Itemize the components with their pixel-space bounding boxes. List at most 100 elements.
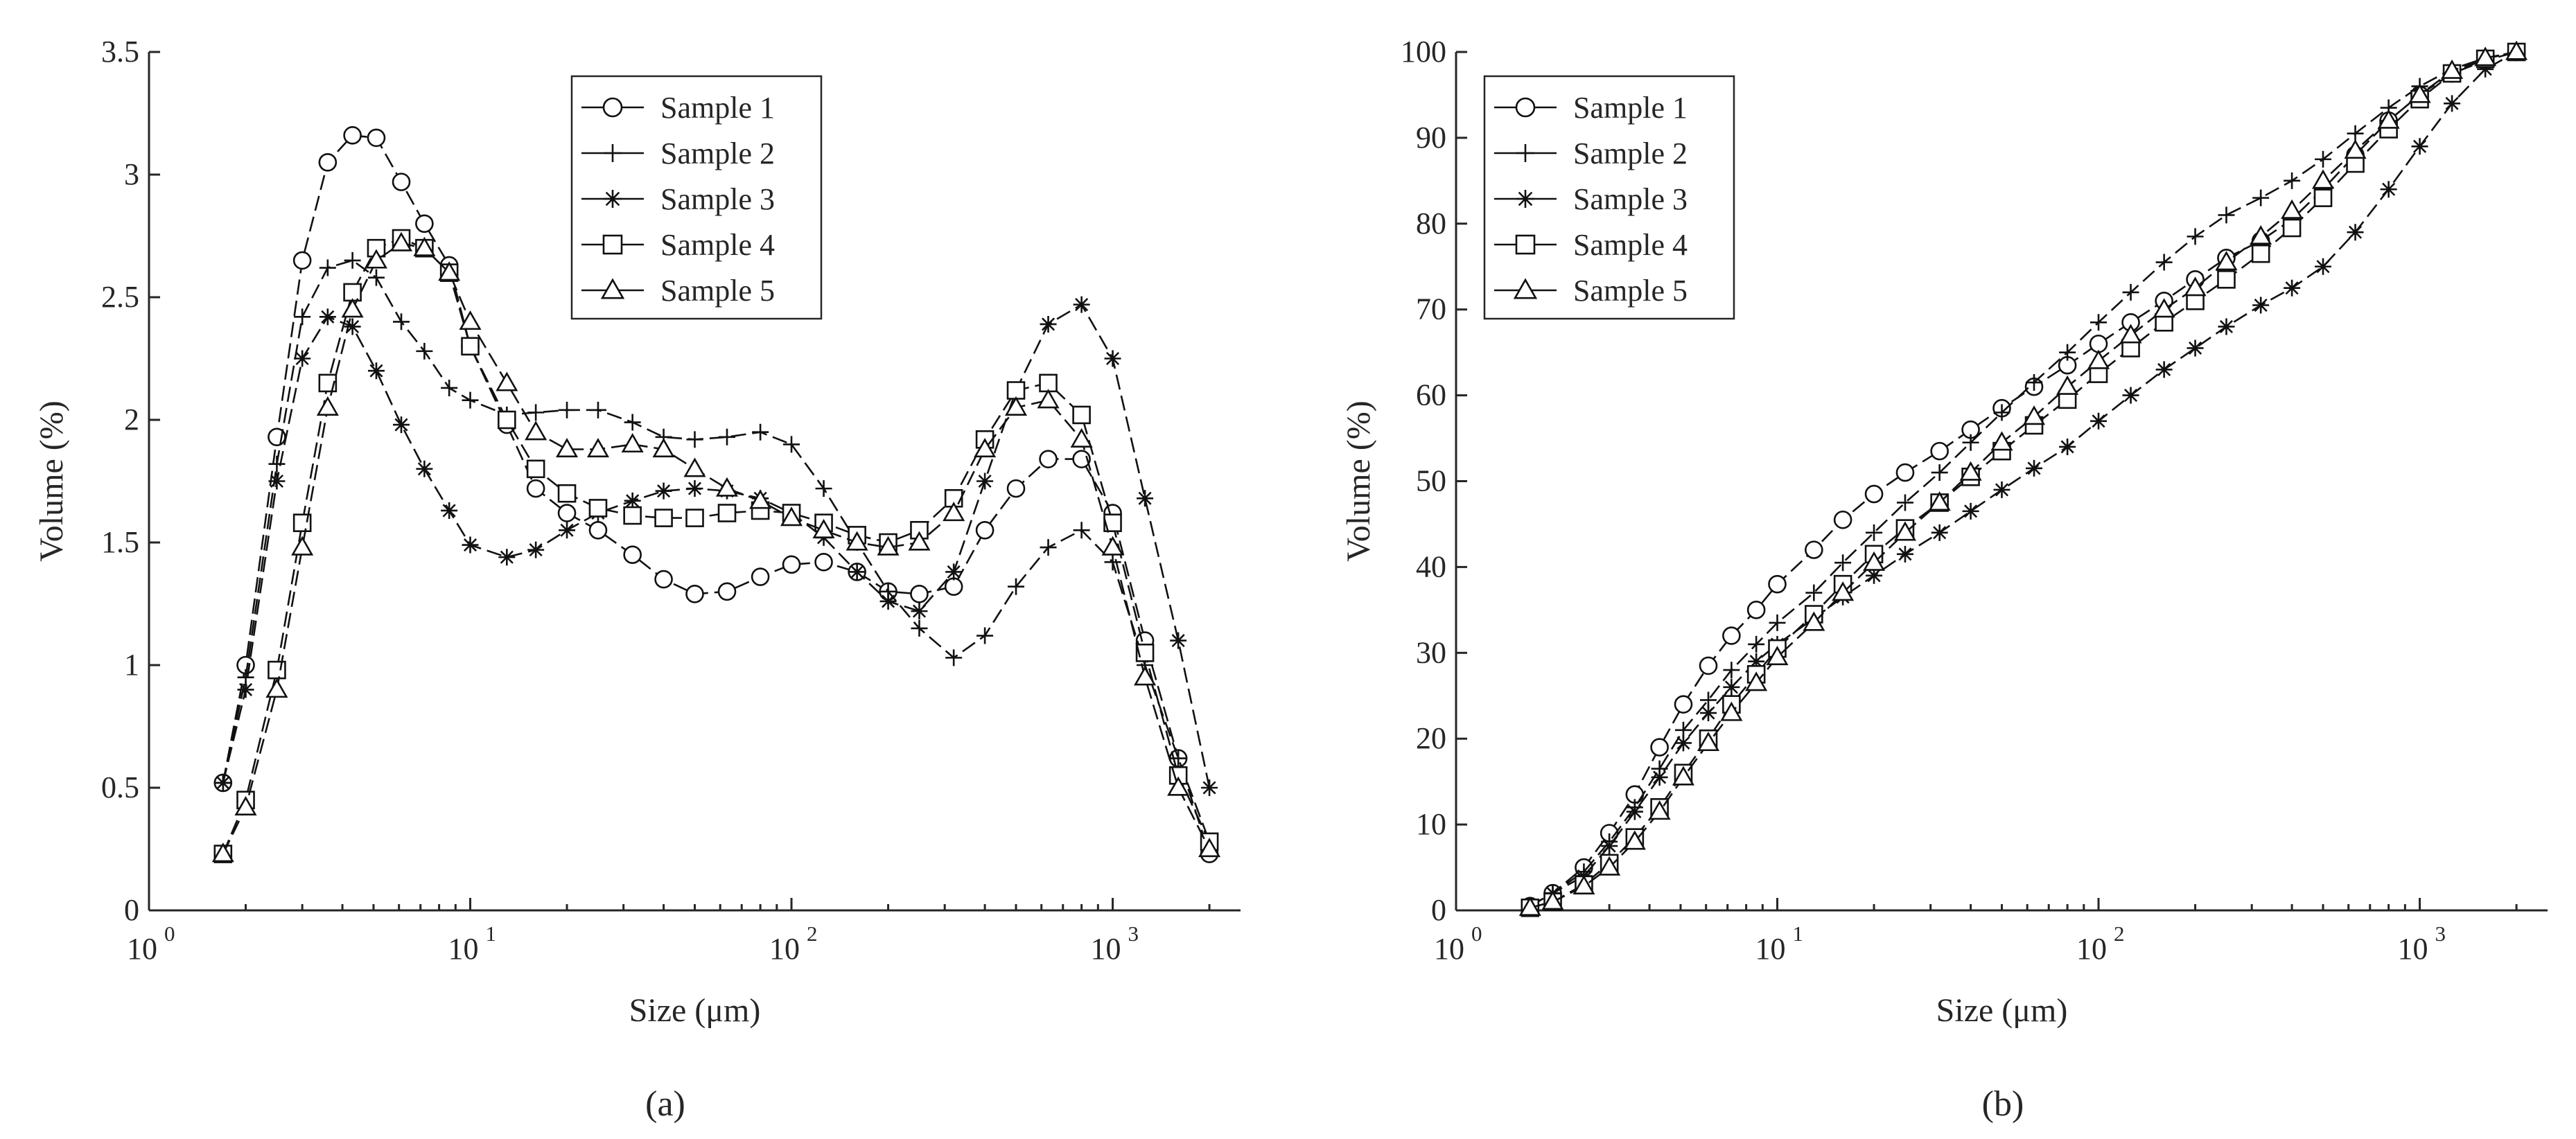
data-point-circle	[814, 553, 833, 572]
x-tick-label: 10	[2398, 932, 2428, 966]
data-point-circle	[526, 479, 545, 498]
data-point-asterisk	[686, 480, 703, 497]
data-point-plus	[1748, 635, 1765, 653]
data-point-triangle	[621, 432, 644, 453]
y-tick-label: 0.5	[101, 770, 139, 804]
y-axis-label: Volume (%)	[33, 400, 70, 561]
data-point-asterisk	[1674, 734, 1692, 752]
data-point-square	[1072, 405, 1091, 425]
data-point-triangle	[652, 438, 675, 458]
data-point-plus	[815, 480, 832, 497]
x-tick-exponent: 3	[1128, 921, 1139, 946]
data-point-square	[526, 459, 545, 479]
data-point-asterisk	[237, 681, 254, 698]
data-point-plus	[911, 619, 928, 637]
data-point-asterisk	[2059, 438, 2076, 455]
data-point-triangle	[2377, 109, 2400, 129]
data-point-plus	[344, 251, 361, 269]
legend-marker-circle	[1515, 97, 1536, 118]
data-point-triangle	[1959, 461, 1982, 481]
data-point-plus	[2155, 254, 2173, 271]
legend-entry: Sample 1	[1494, 91, 1688, 125]
data-point-triangle	[1598, 856, 1621, 876]
data-point-plus	[976, 627, 994, 644]
data-point-triangle	[2119, 324, 2142, 344]
y-tick-label: 1	[124, 648, 139, 682]
y-tick-label: 10	[1416, 807, 1446, 841]
data-point-circle	[367, 128, 386, 148]
data-point-triangle	[2474, 46, 2497, 67]
legend-label: Sample 1	[660, 91, 775, 125]
data-point-square	[268, 660, 286, 680]
legend-marker-asterisk	[604, 190, 622, 208]
data-point-square	[2217, 270, 2236, 289]
y-tick-label: 3	[124, 157, 139, 191]
data-point-asterisk	[1170, 632, 1187, 649]
data-point-triangle	[1037, 389, 1060, 409]
data-point-asterisk	[441, 502, 458, 519]
data-point-asterisk	[2380, 181, 2397, 198]
x-axis-label: Size (μm)	[629, 992, 761, 1029]
series-line	[1530, 51, 2517, 907]
data-point-plus	[1104, 554, 1121, 571]
data-point-triangle	[908, 531, 931, 551]
x-tick-label: 10	[1434, 932, 1464, 966]
data-point-asterisk	[393, 416, 410, 434]
data-point-plus	[367, 269, 385, 286]
data-point-asterisk	[559, 522, 576, 539]
data-point-triangle	[525, 421, 547, 441]
data-point-asterisk	[1626, 803, 1643, 820]
data-point-square	[910, 520, 929, 540]
data-point-circle	[557, 504, 577, 522]
data-point-triangle	[1745, 671, 1768, 691]
data-point-asterisk	[1866, 567, 1883, 584]
data-point-circle	[975, 520, 995, 540]
x-tick-exponent: 2	[807, 921, 818, 946]
data-point-triangle	[749, 489, 772, 509]
data-point-asterisk	[1073, 296, 1090, 313]
data-point-circle	[1699, 656, 1718, 676]
data-point-triangle	[2281, 199, 2304, 219]
data-point-plus	[2315, 150, 2332, 168]
data-point-triangle	[1990, 431, 2013, 451]
legend-label: Sample 4	[660, 228, 775, 262]
data-point-triangle	[234, 795, 257, 815]
data-point-asterisk	[2347, 224, 2364, 241]
data-point-plus	[527, 404, 545, 421]
data-point-asterisk	[1040, 315, 1057, 333]
data-point-plus	[2059, 344, 2076, 361]
data-point-triangle	[1572, 874, 1595, 894]
data-point-plus	[268, 455, 286, 473]
data-point-triangle	[389, 231, 413, 251]
data-point-triangle	[1766, 646, 1789, 666]
data-point-plus	[783, 436, 800, 453]
data-point-square	[498, 410, 516, 430]
data-point-triangle	[2153, 298, 2175, 318]
legend-label: Sample 2	[660, 136, 775, 170]
data-point-circle	[1722, 626, 1741, 645]
data-point-asterisk	[319, 308, 336, 326]
data-point-circle	[782, 555, 801, 574]
y-tick-label: 20	[1416, 721, 1446, 755]
data-point-circle	[910, 585, 929, 603]
legend-marker-square	[602, 234, 623, 255]
x-tick-label: 10	[1091, 932, 1121, 966]
data-point-plus	[1040, 539, 1057, 556]
data-point-asterisk	[462, 536, 479, 554]
y-tick-label: 90	[1416, 121, 1446, 154]
data-point-plus	[1962, 434, 1979, 451]
data-point-triangle	[365, 249, 388, 269]
data-point-plus	[2187, 228, 2204, 245]
data-point-circle	[1895, 463, 1915, 482]
data-point-circle	[415, 214, 434, 233]
series-sample-5	[1518, 40, 2528, 916]
y-tick-label: 70	[1416, 292, 1446, 326]
data-point-asterisk	[1723, 678, 1740, 696]
data-point-asterisk	[1700, 705, 1717, 722]
data-point-asterisk	[416, 460, 433, 477]
data-point-triangle	[2087, 349, 2110, 369]
data-point-triangle	[1198, 838, 1221, 858]
data-point-plus	[416, 342, 433, 360]
y-tick-label: 1.5	[101, 525, 139, 559]
x-tick-label: 10	[1755, 932, 1786, 966]
